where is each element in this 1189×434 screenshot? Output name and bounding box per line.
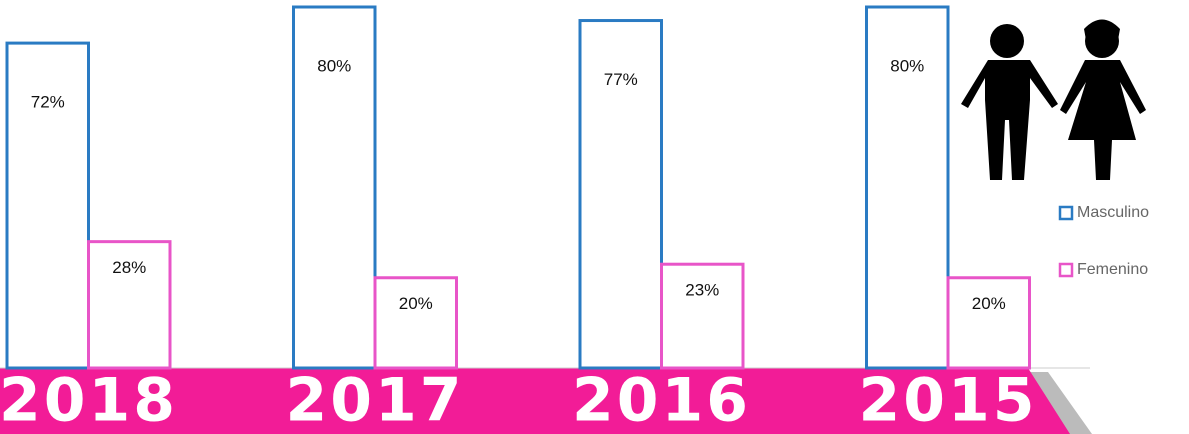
bar bbox=[5, 41, 90, 370]
value-label: 23% bbox=[685, 281, 719, 300]
bar bbox=[660, 262, 745, 370]
x-tick-label: 2017 bbox=[286, 366, 465, 434]
people-icon bbox=[961, 19, 1146, 180]
bar bbox=[292, 5, 377, 370]
legend-label: Masculino bbox=[1077, 204, 1149, 221]
x-tick-label: 2016 bbox=[572, 366, 751, 434]
value-label: 80% bbox=[890, 56, 924, 75]
value-label: 80% bbox=[317, 56, 351, 75]
legend-swatch bbox=[1058, 262, 1074, 278]
value-label: 20% bbox=[972, 294, 1006, 313]
bar bbox=[946, 276, 1031, 370]
bar bbox=[865, 5, 950, 370]
legend-label: Femenino bbox=[1077, 261, 1148, 278]
value-label: 77% bbox=[604, 70, 638, 89]
value-label: 72% bbox=[31, 93, 65, 112]
bar bbox=[373, 276, 458, 370]
bar bbox=[87, 240, 172, 370]
value-label: 20% bbox=[399, 294, 433, 313]
bar bbox=[578, 19, 663, 370]
x-tick-label: 2018 bbox=[0, 366, 178, 434]
value-label: 28% bbox=[112, 258, 146, 277]
legend-swatch bbox=[1058, 205, 1074, 221]
year-band bbox=[0, 368, 1070, 434]
x-tick-label: 2015 bbox=[859, 366, 1038, 434]
